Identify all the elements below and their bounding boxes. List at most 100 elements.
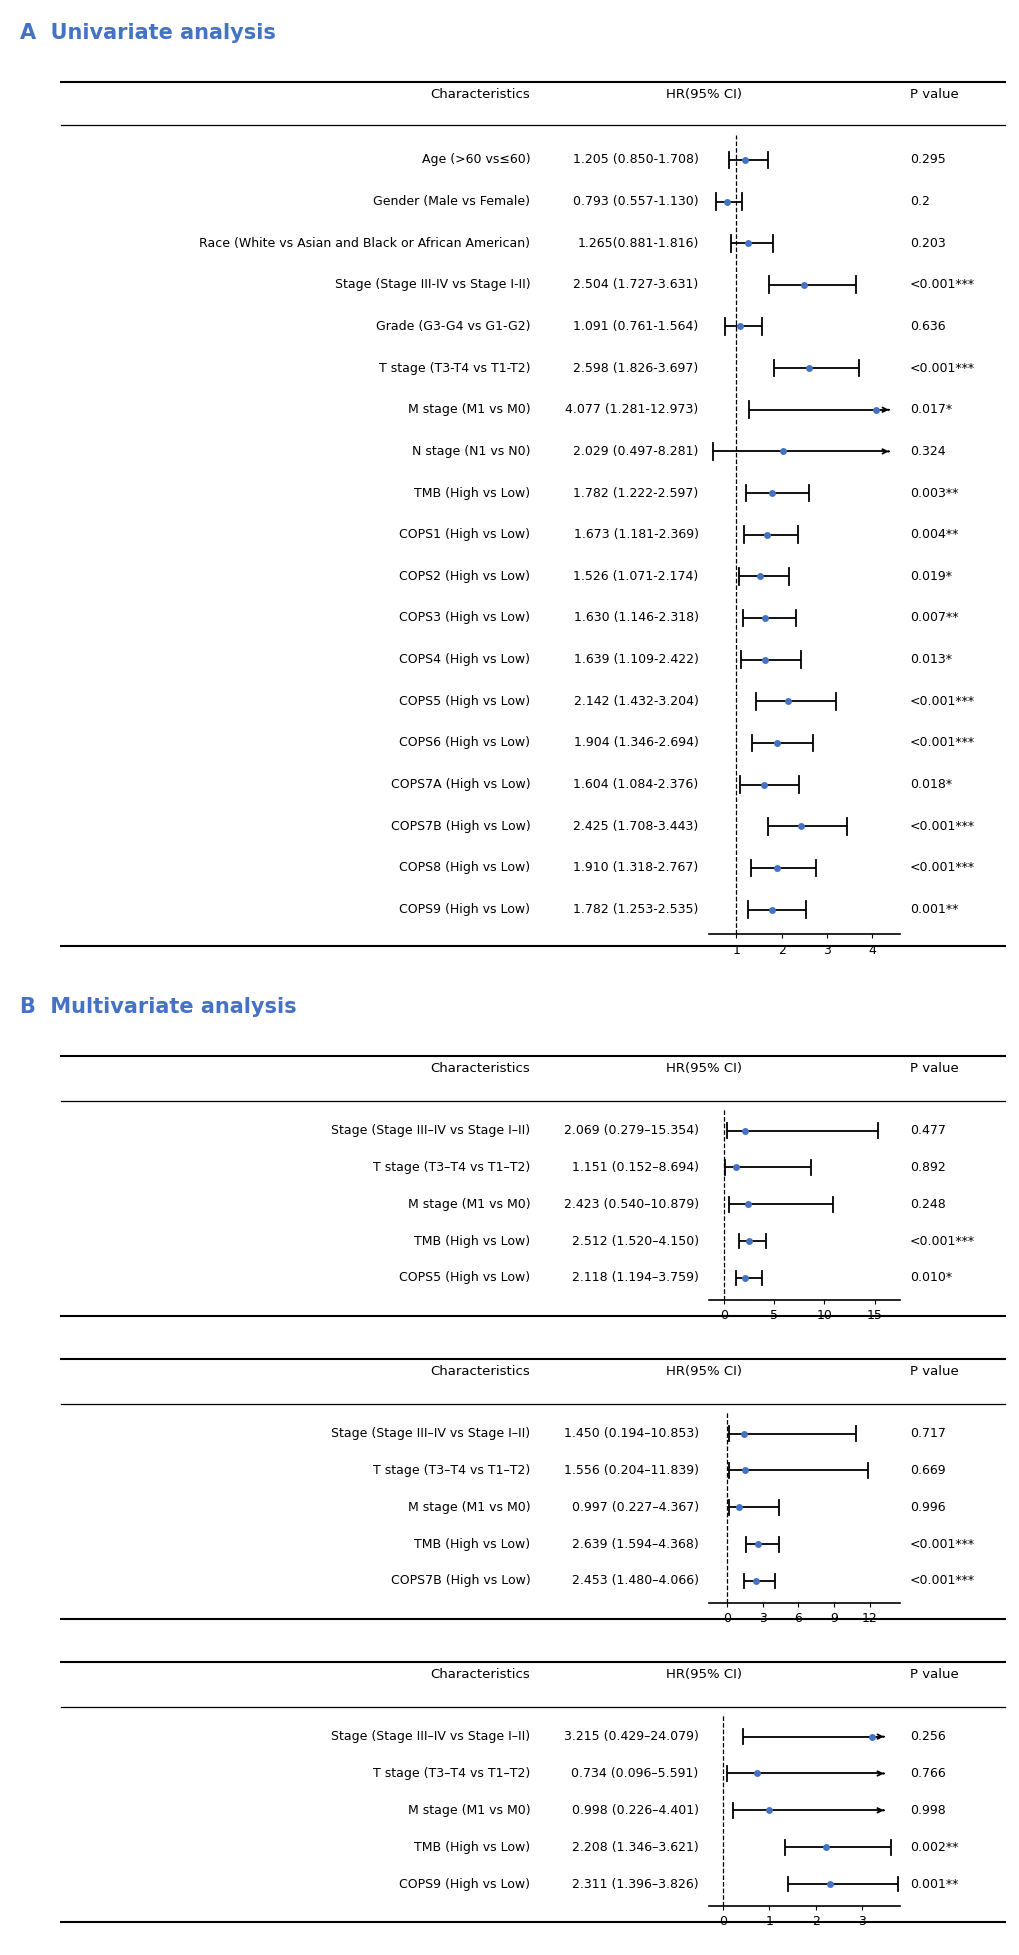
- Text: COPS7A (High vs Low): COPS7A (High vs Low): [390, 778, 530, 792]
- Text: Characteristics: Characteristics: [430, 88, 530, 102]
- Text: 1.091 (0.761-1.564): 1.091 (0.761-1.564): [573, 321, 698, 332]
- Text: Characteristics: Characteristics: [430, 1668, 530, 1681]
- Text: COPS2 (High vs Low): COPS2 (High vs Low): [399, 569, 530, 583]
- Text: HR(95% CI): HR(95% CI): [665, 1062, 741, 1075]
- Text: Gender (Male vs Female): Gender (Male vs Female): [373, 196, 530, 207]
- Text: COPS6 (High vs Low): COPS6 (High vs Low): [399, 737, 530, 749]
- Text: T stage (T3–T4 vs T1–T2): T stage (T3–T4 vs T1–T2): [373, 1464, 530, 1476]
- Text: 2.504 (1.727-3.631): 2.504 (1.727-3.631): [573, 278, 698, 291]
- Text: 2.069 (0.279–15.354): 2.069 (0.279–15.354): [564, 1124, 698, 1138]
- Text: 0.997 (0.227–4.367): 0.997 (0.227–4.367): [571, 1501, 698, 1513]
- Text: M stage (M1 vs M0): M stage (M1 vs M0): [408, 1501, 530, 1513]
- Text: COPS5 (High vs Low): COPS5 (High vs Low): [398, 694, 530, 708]
- Text: 0.013*: 0.013*: [909, 653, 951, 667]
- Text: <0.001***: <0.001***: [909, 819, 974, 833]
- Text: COPS4 (High vs Low): COPS4 (High vs Low): [399, 653, 530, 667]
- Text: Stage (Stage III–IV vs Stage I–II): Stage (Stage III–IV vs Stage I–II): [331, 1124, 530, 1138]
- Text: 0.004**: 0.004**: [909, 528, 957, 542]
- Text: N stage (N1 vs N0): N stage (N1 vs N0): [412, 446, 530, 457]
- Text: 2.029 (0.497-8.281): 2.029 (0.497-8.281): [573, 446, 698, 457]
- Text: T stage (T3–T4 vs T1–T2): T stage (T3–T4 vs T1–T2): [373, 1767, 530, 1779]
- Text: M stage (M1 vs M0): M stage (M1 vs M0): [408, 403, 530, 416]
- Text: HR(95% CI): HR(95% CI): [665, 1668, 741, 1681]
- Text: 0.248: 0.248: [909, 1198, 945, 1210]
- Text: M stage (M1 vs M0): M stage (M1 vs M0): [408, 1804, 530, 1816]
- Text: Characteristics: Characteristics: [430, 1062, 530, 1075]
- Text: Race (White vs Asian and Black or African American): Race (White vs Asian and Black or Africa…: [199, 237, 530, 250]
- Text: 2.598 (1.826-3.697): 2.598 (1.826-3.697): [573, 362, 698, 375]
- Text: COPS5 (High vs Low): COPS5 (High vs Low): [398, 1271, 530, 1284]
- Text: 0.001**: 0.001**: [909, 1877, 957, 1890]
- Text: HR(95% CI): HR(95% CI): [665, 1365, 741, 1378]
- Text: 0.766: 0.766: [909, 1767, 945, 1779]
- Text: T stage (T3-T4 vs T1-T2): T stage (T3-T4 vs T1-T2): [378, 362, 530, 375]
- Text: Stage (Stage III–IV vs Stage I–II): Stage (Stage III–IV vs Stage I–II): [331, 1730, 530, 1744]
- Text: <0.001***: <0.001***: [909, 737, 974, 749]
- Text: Age (>60 vs≤60): Age (>60 vs≤60): [422, 152, 530, 166]
- Text: T stage (T3–T4 vs T1–T2): T stage (T3–T4 vs T1–T2): [373, 1161, 530, 1173]
- Text: 0.017*: 0.017*: [909, 403, 951, 416]
- Text: Stage (Stage III-IV vs Stage I-II): Stage (Stage III-IV vs Stage I-II): [334, 278, 530, 291]
- Text: 2.142 (1.432-3.204): 2.142 (1.432-3.204): [574, 694, 698, 708]
- Text: COPS7B (High vs Low): COPS7B (High vs Low): [390, 1574, 530, 1587]
- Text: <0.001***: <0.001***: [909, 1574, 974, 1587]
- Text: COPS8 (High vs Low): COPS8 (High vs Low): [398, 862, 530, 874]
- Text: P value: P value: [909, 1062, 958, 1075]
- Text: 1.205 (0.850-1.708): 1.205 (0.850-1.708): [573, 152, 698, 166]
- Text: 0.636: 0.636: [909, 321, 945, 332]
- Text: 0.001**: 0.001**: [909, 903, 957, 917]
- Text: 2.423 (0.540–10.879): 2.423 (0.540–10.879): [564, 1198, 698, 1210]
- Text: 0.996: 0.996: [909, 1501, 945, 1513]
- Text: 0.019*: 0.019*: [909, 569, 951, 583]
- Text: 0.295: 0.295: [909, 152, 945, 166]
- Text: <0.001***: <0.001***: [909, 278, 974, 291]
- Text: 1.630 (1.146-2.318): 1.630 (1.146-2.318): [573, 612, 698, 624]
- Text: 2.425 (1.708-3.443): 2.425 (1.708-3.443): [573, 819, 698, 833]
- Text: 0.203: 0.203: [909, 237, 945, 250]
- Text: 2.453 (1.480–4.066): 2.453 (1.480–4.066): [571, 1574, 698, 1587]
- Text: COPS1 (High vs Low): COPS1 (High vs Low): [399, 528, 530, 542]
- Text: Characteristics: Characteristics: [430, 1365, 530, 1378]
- Text: 1.265(0.881-1.816): 1.265(0.881-1.816): [577, 237, 698, 250]
- Text: 1.450 (0.194–10.853): 1.450 (0.194–10.853): [564, 1427, 698, 1441]
- Text: TMB (High vs Low): TMB (High vs Low): [414, 1539, 530, 1550]
- Text: Stage (Stage III–IV vs Stage I–II): Stage (Stage III–IV vs Stage I–II): [331, 1427, 530, 1441]
- Text: 1.604 (1.084-2.376): 1.604 (1.084-2.376): [573, 778, 698, 792]
- Text: <0.001***: <0.001***: [909, 362, 974, 375]
- Text: 1.782 (1.222-2.597): 1.782 (1.222-2.597): [573, 487, 698, 500]
- Text: 0.734 (0.096–5.591): 0.734 (0.096–5.591): [571, 1767, 698, 1779]
- Text: COPS9 (High vs Low): COPS9 (High vs Low): [399, 1877, 530, 1890]
- Text: 2.639 (1.594–4.368): 2.639 (1.594–4.368): [572, 1539, 698, 1550]
- Text: 0.998 (0.226–4.401): 0.998 (0.226–4.401): [571, 1804, 698, 1816]
- Text: 1.151 (0.152–8.694): 1.151 (0.152–8.694): [571, 1161, 698, 1173]
- Text: Grade (G3-G4 vs G1-G2): Grade (G3-G4 vs G1-G2): [376, 321, 530, 332]
- Text: <0.001***: <0.001***: [909, 694, 974, 708]
- Text: 0.2: 0.2: [909, 196, 928, 207]
- Text: TMB (High vs Low): TMB (High vs Low): [414, 487, 530, 500]
- Text: 0.717: 0.717: [909, 1427, 945, 1441]
- Text: 0.477: 0.477: [909, 1124, 945, 1138]
- Text: 0.256: 0.256: [909, 1730, 945, 1744]
- Text: <0.001***: <0.001***: [909, 862, 974, 874]
- Text: B  Multivariate analysis: B Multivariate analysis: [20, 997, 297, 1017]
- Text: M stage (M1 vs M0): M stage (M1 vs M0): [408, 1198, 530, 1210]
- Text: COPS3 (High vs Low): COPS3 (High vs Low): [399, 612, 530, 624]
- Text: COPS9 (High vs Low): COPS9 (High vs Low): [399, 903, 530, 917]
- Text: P value: P value: [909, 88, 958, 102]
- Text: 1.782 (1.253-2.535): 1.782 (1.253-2.535): [573, 903, 698, 917]
- Text: 1.673 (1.181-2.369): 1.673 (1.181-2.369): [573, 528, 698, 542]
- Text: <0.001***: <0.001***: [909, 1236, 974, 1247]
- Text: 2.118 (1.194–3.759): 2.118 (1.194–3.759): [572, 1271, 698, 1284]
- Text: 1.639 (1.109-2.422): 1.639 (1.109-2.422): [574, 653, 698, 667]
- Text: 0.793 (0.557-1.130): 0.793 (0.557-1.130): [573, 196, 698, 207]
- Text: 0.324: 0.324: [909, 446, 945, 457]
- Text: 0.010*: 0.010*: [909, 1271, 951, 1284]
- Text: P value: P value: [909, 1365, 958, 1378]
- Text: 1.904 (1.346-2.694): 1.904 (1.346-2.694): [574, 737, 698, 749]
- Text: 0.003**: 0.003**: [909, 487, 957, 500]
- Text: <0.001***: <0.001***: [909, 1539, 974, 1550]
- Text: 1.526 (1.071-2.174): 1.526 (1.071-2.174): [573, 569, 698, 583]
- Text: 2.512 (1.520–4.150): 2.512 (1.520–4.150): [571, 1236, 698, 1247]
- Text: 0.002**: 0.002**: [909, 1842, 957, 1853]
- Text: 1.910 (1.318-2.767): 1.910 (1.318-2.767): [573, 862, 698, 874]
